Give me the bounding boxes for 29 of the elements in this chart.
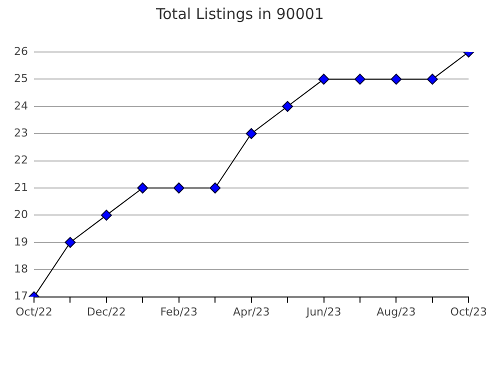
point (318, 74, 330, 85)
y-tick-label: 21 (14, 180, 28, 194)
y-tick-label: 22 (14, 154, 28, 167)
point (426, 74, 438, 85)
point (137, 182, 148, 194)
point (210, 182, 221, 194)
x-tick-label: Feb/23 (160, 305, 198, 318)
point (390, 74, 402, 85)
y-tick-label: 18 (14, 262, 28, 276)
y-tick-label: 17 (14, 290, 28, 303)
point (100, 210, 112, 221)
y-tick-label: 23 (14, 126, 28, 140)
x-tick-label: Apr/23 (232, 305, 270, 318)
point (354, 74, 366, 85)
y-tick-label: 19 (14, 235, 28, 248)
y-tick-label: 20 (14, 208, 28, 222)
point (282, 100, 294, 112)
y-tick-label: 26 (14, 44, 28, 58)
x-tick-label: Jun/23 (305, 305, 342, 318)
point (64, 236, 76, 248)
x-tick-label: Oct/22 (16, 305, 52, 318)
chart-title: Total Listings in 90001 (155, 4, 324, 23)
y-tick-label: 25 (14, 72, 28, 86)
x-tick-label: Aug/23 (376, 305, 416, 318)
point (173, 182, 184, 194)
x-tick-label: Dec/22 (86, 305, 126, 318)
x-tick-label: Oct/23 (450, 305, 488, 318)
y-tick-label: 24 (14, 99, 28, 112)
point (246, 128, 257, 140)
